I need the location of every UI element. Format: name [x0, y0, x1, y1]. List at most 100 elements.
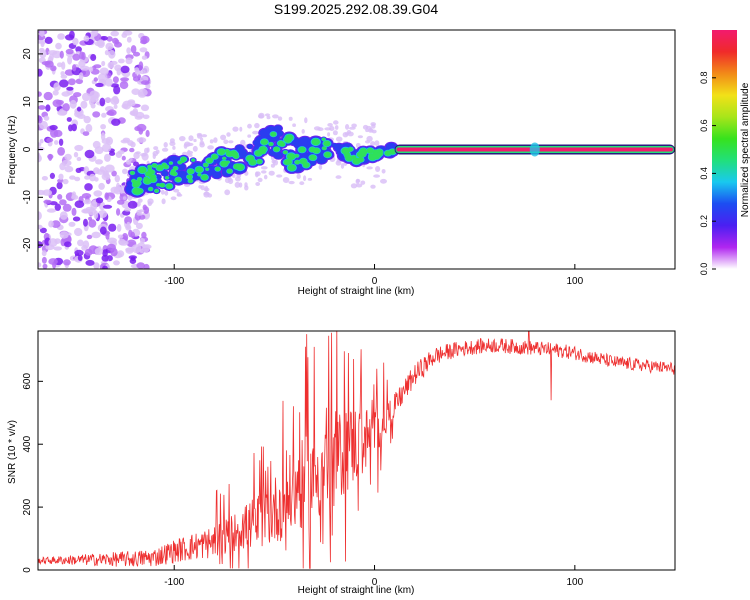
y-tick-label: -10	[22, 190, 33, 205]
scatter-blob	[235, 176, 241, 182]
ridge-blob	[207, 157, 213, 163]
noise-blob	[116, 208, 121, 216]
chart-title: S199.2025.292.08.39.G04	[274, 1, 438, 17]
noise-blob	[145, 84, 151, 89]
noise-blob	[59, 231, 69, 239]
noise-blob	[142, 244, 150, 253]
y-tick-label: 200	[22, 498, 33, 515]
noise-blob	[104, 97, 112, 103]
scatter-blob	[161, 147, 169, 152]
noise-blob	[113, 104, 118, 109]
scatter-blob	[371, 129, 377, 134]
snr-x-label: Height of straight line (km)	[298, 585, 415, 596]
ridge-blob	[268, 142, 274, 146]
ridge-blob	[366, 147, 374, 154]
noise-blob	[61, 159, 72, 167]
ridge-blob	[161, 162, 167, 167]
snr-series-line	[38, 331, 675, 569]
noise-blob	[92, 111, 101, 118]
colorbar-label: Normalized spectral amplitude	[740, 82, 750, 217]
scatter-blob	[124, 208, 132, 212]
noise-blob	[124, 216, 133, 225]
scatter-blob	[327, 132, 331, 137]
snr-panel: -100 0 100 0 200 400 600 Height of straight l…	[7, 330, 676, 596]
y-tick-label: 0	[22, 146, 33, 152]
scatter-blob	[276, 174, 283, 178]
noise-blob	[71, 207, 77, 216]
noise-blob	[101, 254, 110, 262]
noise-blob	[63, 259, 71, 266]
scatter-blob	[329, 126, 335, 131]
x-tick-label: 100	[566, 276, 583, 287]
noise-blob	[110, 83, 119, 88]
ridge-blob	[147, 165, 152, 169]
ridge-blob	[273, 146, 280, 152]
ridge-blob	[217, 148, 226, 155]
noise-blob	[74, 144, 84, 152]
noise-blob	[43, 115, 50, 121]
scatter-blob	[357, 135, 363, 139]
ridge-blob	[173, 166, 178, 170]
scatter-blob	[147, 201, 152, 207]
noise-blob	[46, 137, 54, 143]
noise-blob	[100, 36, 108, 41]
noise-blob	[136, 262, 145, 269]
noise-blob	[94, 247, 103, 256]
noise-blob	[82, 240, 90, 249]
y-tick-label: -20	[22, 237, 33, 252]
ridge-blob	[201, 174, 209, 181]
scatter-blob	[334, 125, 339, 130]
ridge-blob	[177, 163, 186, 171]
noise-blob	[127, 100, 136, 107]
noise-blob	[94, 177, 99, 182]
scatter-blob	[170, 196, 177, 201]
scatter-blob	[350, 183, 358, 189]
heatmap-x-label: Height of straight line (km)	[298, 286, 415, 297]
noise-blob	[100, 124, 106, 130]
noise-blob	[60, 71, 65, 76]
ridge-blob	[293, 143, 300, 148]
noise-blob	[79, 51, 84, 60]
noise-blob	[62, 103, 70, 112]
noise-blob	[125, 247, 134, 254]
scatter-blob	[179, 136, 186, 142]
noise-blob	[142, 114, 150, 120]
noise-blob	[139, 69, 146, 75]
colorbar: 0.0 0.2 0.4 0.6 0.8 Normalized spectral ampl…	[699, 30, 750, 275]
scatter-blob	[135, 151, 141, 155]
scatter-blob	[164, 190, 169, 196]
noise-blob	[69, 175, 76, 180]
noise-blob	[101, 112, 107, 118]
noise-blob	[93, 262, 100, 269]
noise-blob	[116, 182, 120, 192]
noise-blob	[140, 80, 150, 85]
noise-blob	[46, 208, 57, 213]
scatter-blob	[160, 189, 165, 195]
noise-blob	[130, 45, 137, 54]
ridge-blob	[273, 151, 283, 159]
noise-blob	[91, 231, 101, 239]
scatter-blob	[340, 163, 345, 169]
scatter-blob	[161, 198, 166, 205]
scatter-blob	[204, 185, 209, 192]
noise-blob	[74, 200, 85, 208]
noise-blob	[142, 204, 147, 211]
ridge-blob	[341, 147, 350, 155]
ridge-blob	[181, 159, 185, 163]
x-tick-label: -100	[164, 577, 184, 588]
scatter-blob	[199, 142, 205, 148]
noise-blob	[56, 62, 63, 68]
noise-blob	[135, 111, 145, 119]
scatter-blob	[213, 137, 218, 143]
noise-blob	[58, 138, 64, 146]
ridge-blob	[138, 166, 147, 174]
noise-blob	[122, 137, 131, 143]
noise-blob	[94, 146, 104, 155]
noise-blob	[106, 111, 115, 116]
ridge-blob	[274, 125, 282, 132]
snr-plot-area	[38, 331, 675, 569]
noise-blob	[102, 265, 108, 269]
scatter-blob	[351, 123, 357, 128]
colorbar-tick-label: 0.6	[699, 119, 709, 132]
noise-blob	[105, 78, 113, 87]
